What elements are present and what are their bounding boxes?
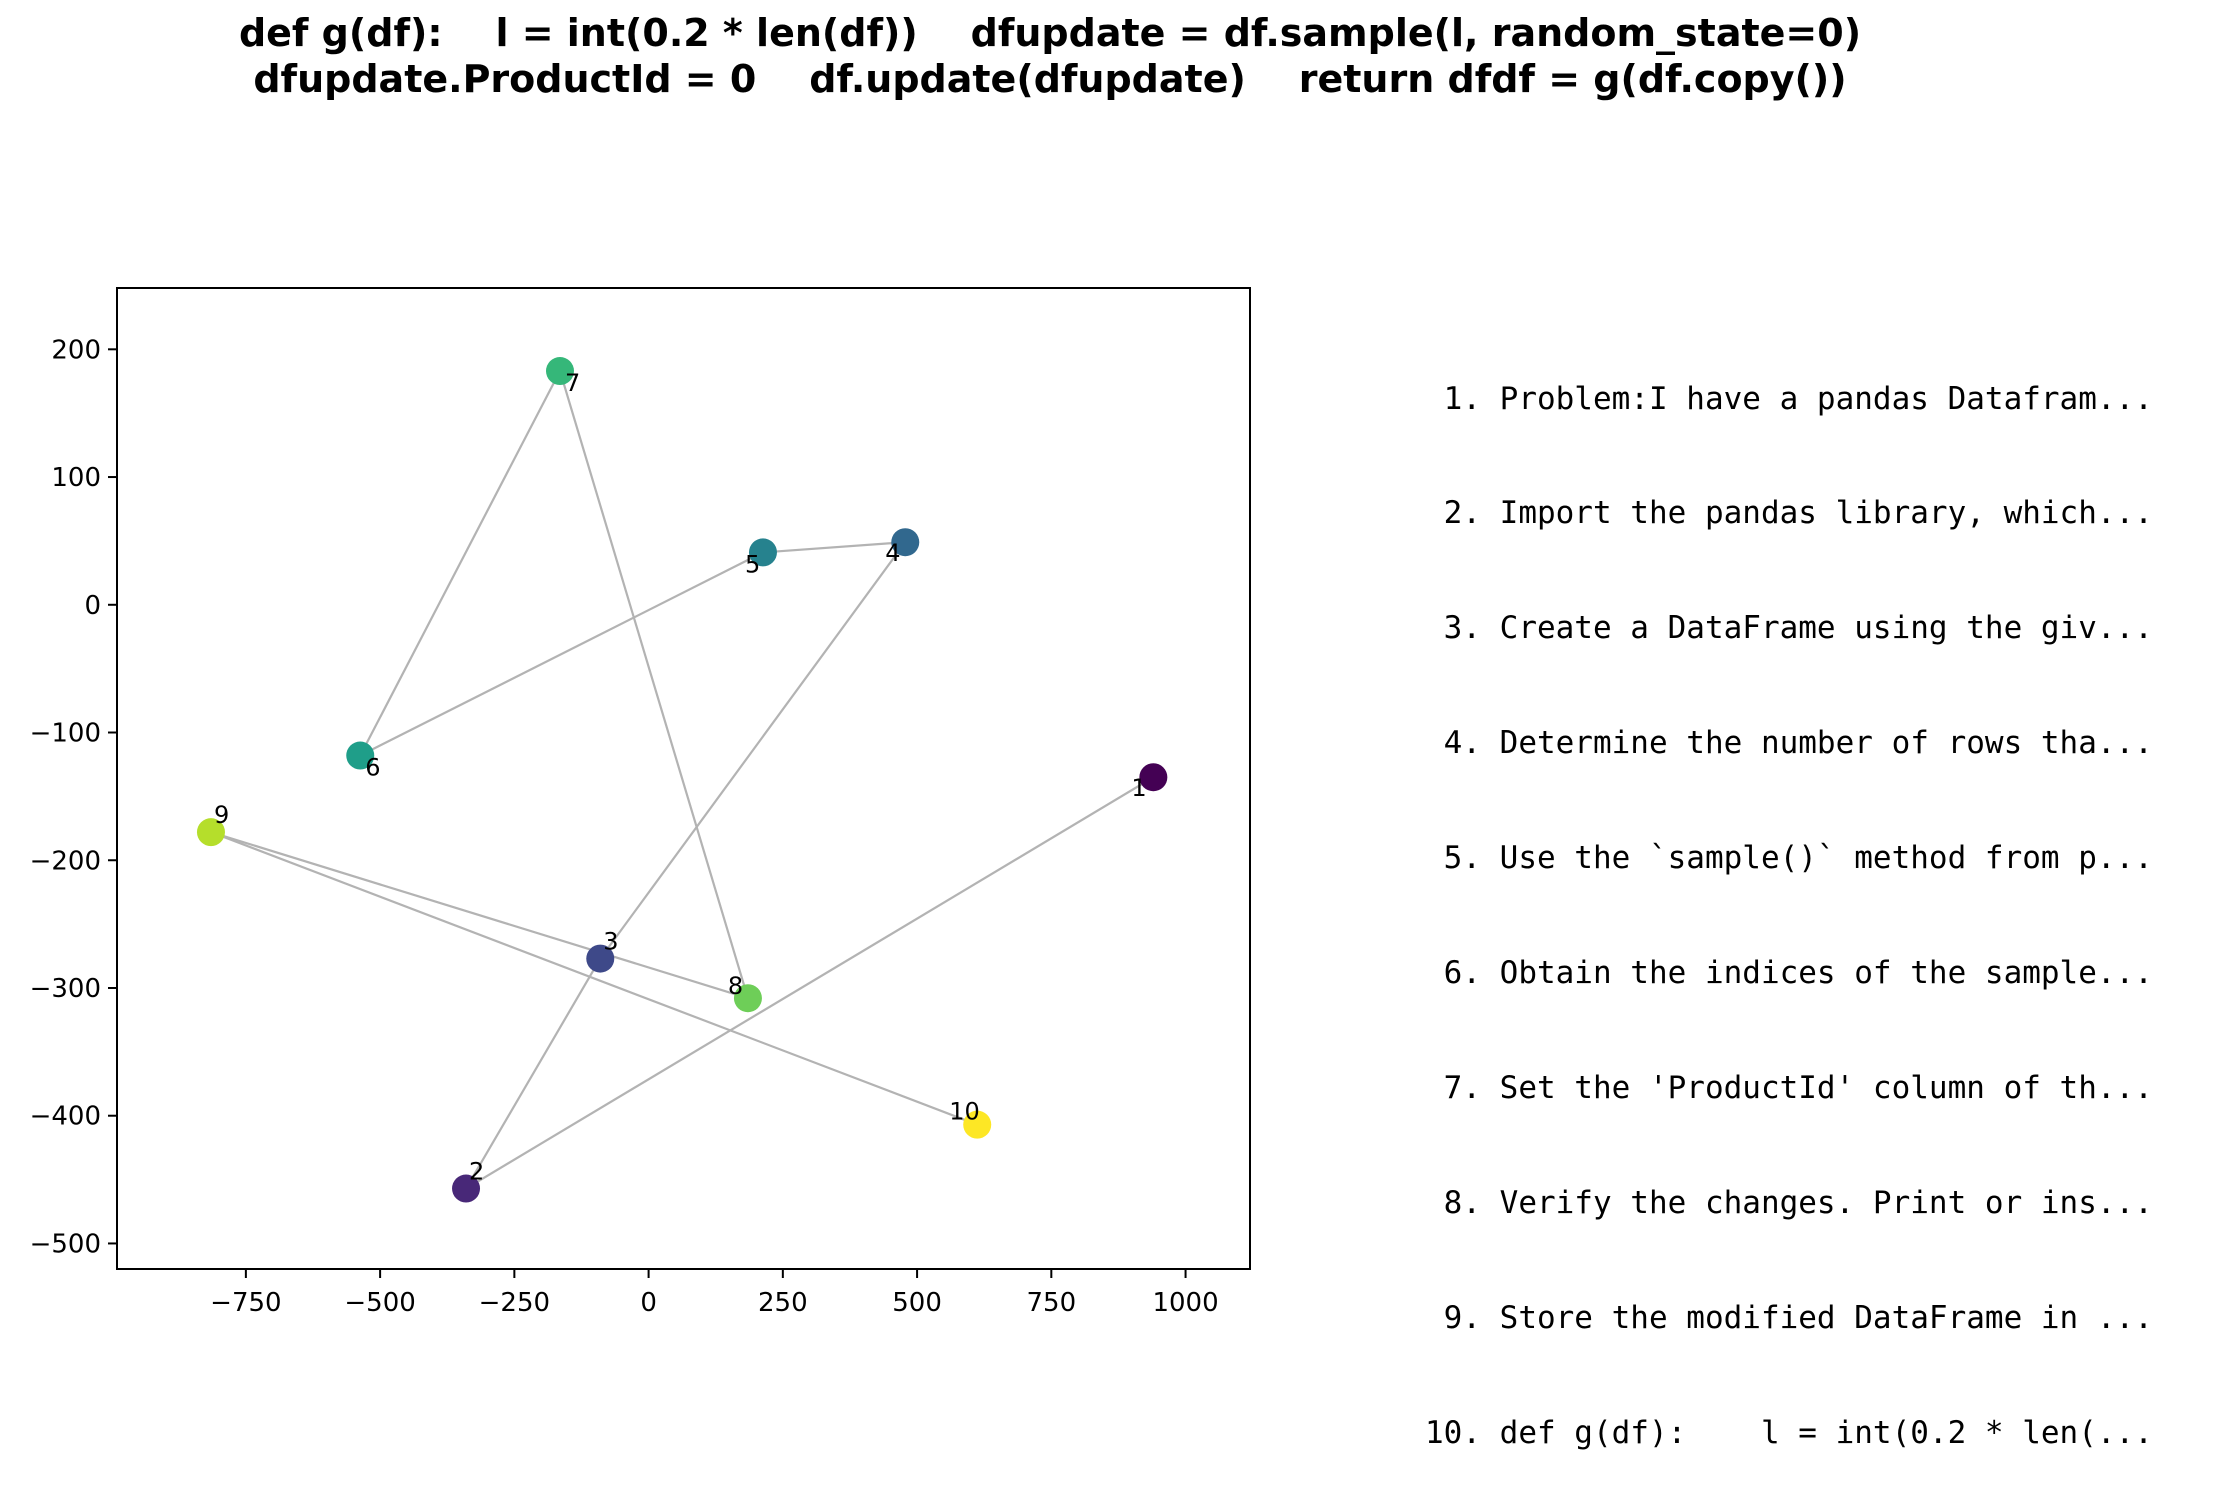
point-label: 3	[603, 928, 618, 956]
data-point	[748, 538, 777, 567]
y-tick-label: 0	[84, 591, 101, 621]
y-tick-label: −500	[30, 1229, 101, 1259]
point-label: 4	[885, 539, 900, 567]
x-tick-label: 500	[892, 1288, 942, 1318]
connection-line	[210, 831, 749, 1000]
x-tick-label: 1000	[1152, 1288, 1218, 1318]
y-tick-label: 200	[51, 335, 101, 365]
step-item: 2. Import the pandas library, which...	[1425, 495, 2153, 532]
x-tick-label: −250	[479, 1288, 550, 1318]
point-labels: 1 2 3 4 5 6 7 8 9 10	[214, 369, 1147, 1186]
chart-title-line-1: def g(df): l = int(0.2 * len(df)) dfupda…	[238, 11, 1862, 55]
point-label: 5	[745, 550, 760, 578]
y-tick-label: −200	[30, 846, 101, 876]
y-tick-label: 100	[51, 463, 101, 493]
connection-line	[465, 776, 1154, 1190]
x-tick-label: 0	[640, 1288, 657, 1318]
step-item: 3. Create a DataFrame using the giv...	[1425, 610, 2153, 647]
data-point	[586, 944, 615, 973]
step-item: 5. Use the `sample()` method from p...	[1425, 840, 2153, 877]
x-tick-label: 750	[1027, 1288, 1077, 1318]
connection-lines	[210, 370, 1154, 1190]
step-item: 8. Verify the changes. Print or ins...	[1425, 1184, 2153, 1221]
y-tick-label: −100	[30, 719, 101, 749]
y-axis: −500 −400 −300 −200 −100 0 100 200	[30, 335, 117, 1259]
data-point	[346, 741, 375, 770]
y-tick-label: −300	[30, 974, 101, 1004]
step-list: 1. Problem:I have a pandas Datafram... 2…	[1425, 303, 2153, 1490]
connection-line	[359, 370, 561, 757]
chart-title-line-2: dfupdate.ProductId = 0 df.update(dfupdat…	[253, 57, 1847, 101]
connection-line	[599, 541, 907, 960]
data-point	[963, 1110, 992, 1139]
data-point	[733, 984, 762, 1013]
step-item: 1. Problem:I have a pandas Datafram...	[1425, 380, 2153, 417]
data-point	[452, 1174, 481, 1203]
plot-frame	[116, 287, 1251, 1270]
point-label: 1	[1131, 774, 1146, 802]
x-tick-label: 250	[758, 1288, 808, 1318]
point-label: 10	[949, 1098, 980, 1126]
point-label: 6	[365, 754, 380, 782]
connection-line	[210, 831, 978, 1126]
step-item: 10. def g(df): l = int(0.2 * len(...	[1425, 1414, 2153, 1451]
step-item: 4. Determine the number of rows tha...	[1425, 725, 2153, 762]
point-label: 2	[469, 1158, 484, 1186]
data-point	[196, 818, 225, 847]
step-item: 6. Obtain the indices of the sample...	[1425, 955, 2153, 992]
point-label: 7	[565, 369, 580, 397]
connection-line	[359, 551, 764, 757]
step-item: 9. Store the modified DataFrame in ...	[1425, 1299, 2153, 1336]
connection-line	[762, 541, 906, 554]
x-axis: −750 −500 −250 0 250 500 750 1000	[210, 1269, 1219, 1318]
data-points	[196, 357, 1168, 1203]
point-label: 9	[214, 801, 229, 829]
y-tick-label: −400	[30, 1102, 101, 1132]
data-point	[545, 357, 574, 386]
x-tick-label: −750	[210, 1288, 281, 1318]
point-label: 8	[728, 972, 743, 1000]
plot-background	[117, 288, 1250, 1269]
connection-line	[558, 370, 749, 999]
connection-line	[465, 958, 602, 1190]
x-tick-label: −500	[344, 1288, 415, 1318]
data-point	[1139, 763, 1168, 792]
step-item: 7. Set the 'ProductId' column of th...	[1425, 1069, 2153, 1106]
data-point	[891, 528, 920, 557]
